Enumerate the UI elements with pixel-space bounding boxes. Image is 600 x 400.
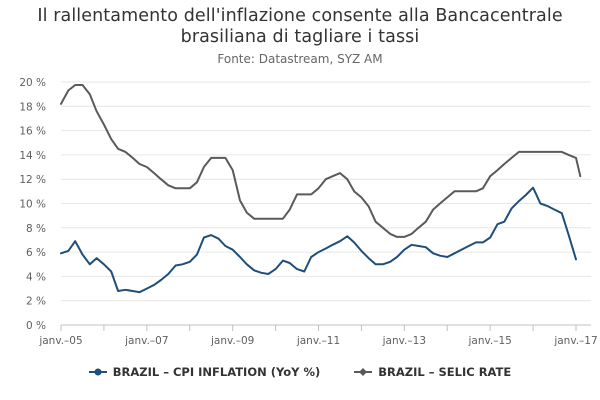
- legend-line-circle-icon: [88, 368, 107, 376]
- axes: 0 % 2 % 4 % 6 % 8 % 10 % 12 % 14 % 16 % 18 % 20 % j…: [19, 77, 597, 347]
- y-tick-label: 4 %: [26, 271, 46, 283]
- y-tick-label: 18 %: [19, 101, 46, 113]
- chart-title-block: Il rallentamento dell'inflazione consent…: [0, 6, 600, 67]
- x-tick-label: janv.–15: [467, 335, 511, 347]
- x-tick-label: janv.–13: [382, 335, 426, 347]
- y-tick-label: 10 %: [19, 199, 46, 211]
- y-tick-label: 2 %: [26, 296, 46, 308]
- legend-label-cpi: BRAZIL – CPI INFLATION (YoY %): [112, 365, 321, 379]
- y-tick-label: 12 %: [19, 174, 46, 186]
- chart-title-line-2: brasiliana di tagliare i tassi: [180, 27, 420, 47]
- y-tick-label: 16 %: [19, 126, 46, 138]
- legend-label-selic: BRAZIL – SELIC RATE: [378, 365, 512, 379]
- legend-line-diamond-icon: [354, 368, 373, 376]
- chart-subtitle: Fonte: Datastream, SYZ AM: [217, 52, 383, 66]
- chart-legend[interactable]: BRAZIL – CPI INFLATION (YoY %) BRAZIL – …: [0, 365, 600, 379]
- series-line-selic: [60, 84, 582, 238]
- x-tick-label: janv.–11: [296, 335, 340, 347]
- x-tick-label: janv.–05: [38, 335, 82, 347]
- y-tick-label: 0 %: [26, 320, 46, 332]
- y-tick-label: 14 %: [19, 150, 46, 162]
- x-tick-label: janv.–09: [210, 335, 254, 347]
- legend-item-cpi[interactable]: BRAZIL – CPI INFLATION (YoY %): [88, 365, 321, 379]
- y-tick-label: 20 %: [19, 77, 46, 89]
- series-line-cpi: [60, 186, 577, 294]
- grid-lines: [61, 81, 591, 302]
- legend-item-selic[interactable]: BRAZIL – SELIC RATE: [354, 365, 511, 379]
- series-lines: [60, 84, 582, 294]
- x-tick-label: janv.–07: [124, 335, 168, 347]
- x-tick-label: janv.–17: [553, 335, 597, 347]
- y-tick-label: 6 %: [26, 247, 46, 259]
- y-tick-label: 8 %: [26, 223, 46, 235]
- chart-title-line-1: Il rallentamento dell'inflazione consent…: [37, 6, 563, 26]
